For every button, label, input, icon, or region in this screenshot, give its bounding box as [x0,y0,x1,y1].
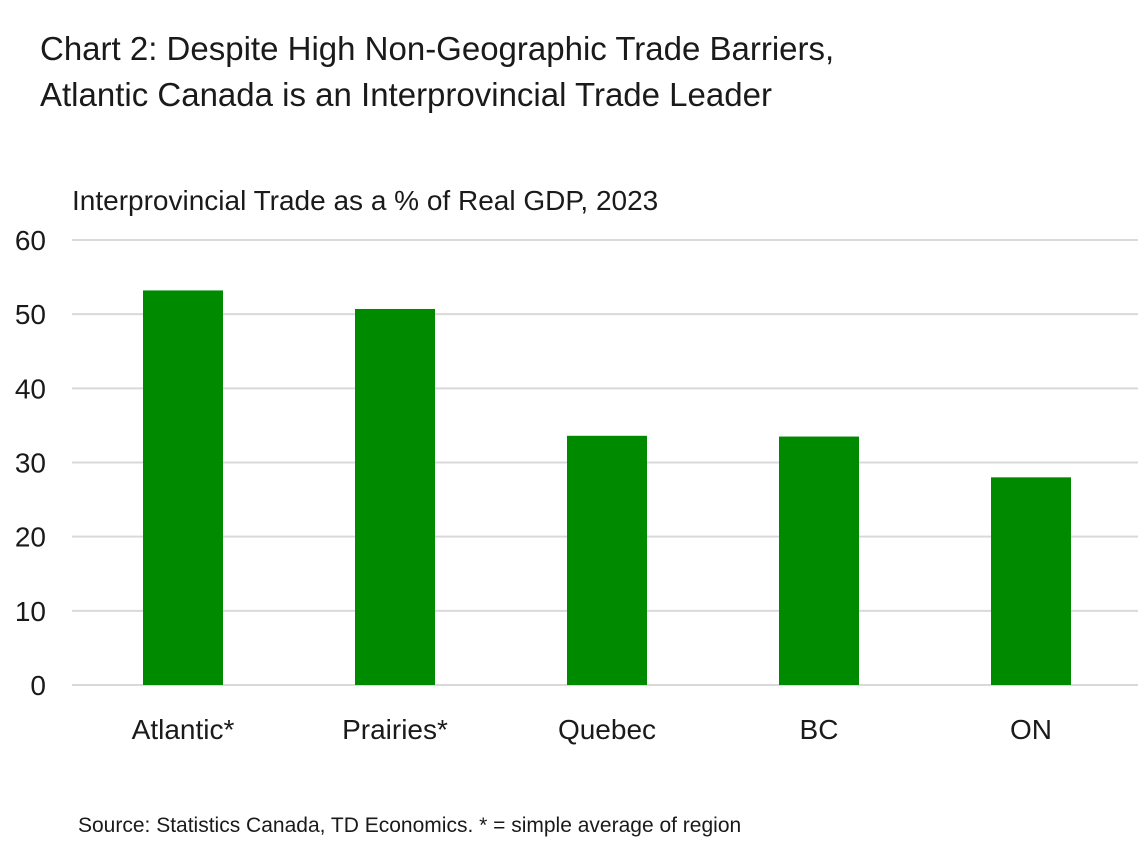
bar-chart: 0 10 20 30 40 50 60 Atlantic* Prairies* Quebec BC… [15,225,1138,745]
source-note: Source: Statistics Canada, TD Economics.… [78,814,742,837]
x-tick-label: Prairies* [342,714,448,745]
y-tick-label: 40 [15,373,46,404]
x-tick-label: Atlantic* [132,714,235,745]
y-tick-label: 50 [15,299,46,330]
chart-title-line-2: Atlantic Canada is an Interprovincial Tr… [40,76,772,113]
bars [143,290,1071,685]
x-tick-label: BC [800,714,839,745]
y-axis-tick-labels: 0 10 20 30 40 50 60 [15,225,46,701]
chart-title-line-1: Chart 2: Despite High Non-Geographic Tra… [40,30,835,67]
x-tick-label: ON [1010,714,1052,745]
y-tick-label: 60 [15,225,46,256]
bar-prairies [355,308,435,685]
bar-quebec [567,435,647,685]
y-tick-label: 20 [15,522,46,553]
bar-on [991,477,1071,685]
x-axis-tick-labels: Atlantic* Prairies* Quebec BC ON [132,714,1052,745]
bar-bc [779,436,859,685]
chart-subtitle: Interprovincial Trade as a % of Real GDP… [72,185,659,216]
bar-atlantic [143,290,223,685]
y-tick-label: 30 [15,448,46,479]
chart-title: Chart 2: Despite High Non-Geographic Tra… [40,26,1120,118]
y-tick-label: 0 [30,670,46,701]
y-tick-label: 10 [15,596,46,627]
x-tick-label: Quebec [558,714,656,745]
